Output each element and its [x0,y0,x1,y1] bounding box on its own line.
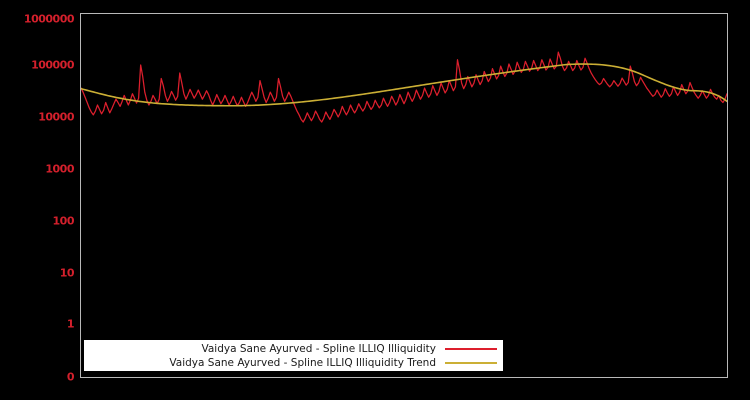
legend-entry-trend: Vaidya Sane Ayurved - Spline ILLIQ Illiq… [84,356,497,370]
y-axis-tick-1000000: 1000000 [23,12,75,26]
legend-label-trend: Vaidya Sane Ayurved - Spline ILLIQ Illiq… [169,356,436,369]
y-axis-tick-1: 1 [66,317,75,331]
y-axis-tick-100000: 100000 [31,58,74,72]
legend-label-series: Vaidya Sane Ayurved - Spline ILLIQ Illiq… [201,342,437,355]
chart-legend: Vaidya Sane Ayurved - Spline ILLIQ Illiq… [84,340,503,371]
y-axis-tick-0: 0 [66,370,75,384]
y-axis-tick-1000: 1000 [45,162,74,176]
y-axis-tick-10000: 10000 [38,110,74,124]
plot-svg [81,51,727,123]
illiquidity-series-line [81,51,727,123]
y-axis-tick-100: 100 [52,214,75,228]
plot-area [80,13,728,378]
legend-swatch-trend [445,361,497,364]
legend-swatch-series [445,347,497,350]
y-axis-tick-labels: 1000000 100000 10000 1000 100 10 1 0 [0,0,75,400]
illiquidity-trend-line [81,63,727,107]
y-axis-tick-10: 10 [59,266,75,280]
legend-entry-series: Vaidya Sane Ayurved - Spline ILLIQ Illiq… [84,342,497,356]
